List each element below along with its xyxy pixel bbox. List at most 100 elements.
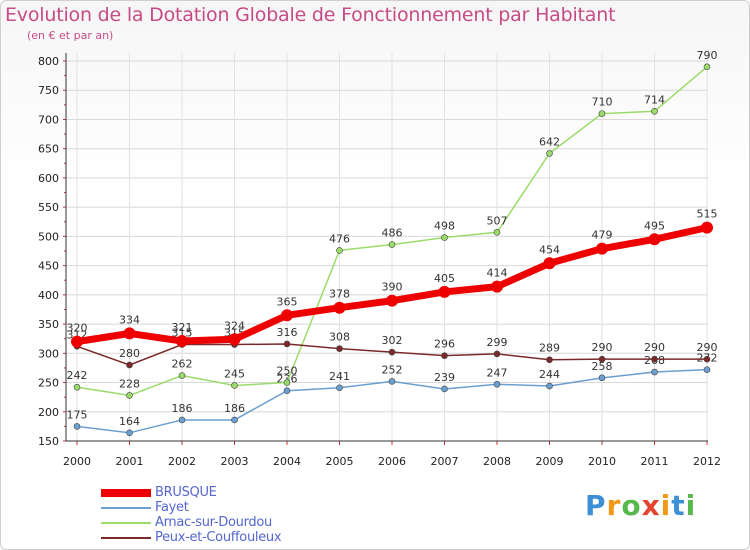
data-point xyxy=(651,368,658,376)
data-label: 244 xyxy=(539,368,560,381)
data-label: 378 xyxy=(329,288,350,301)
data-label: 252 xyxy=(382,363,403,376)
y-tick-label: 150 xyxy=(38,435,59,448)
data-point xyxy=(546,382,553,390)
data-point xyxy=(441,385,448,393)
data-label: 299 xyxy=(487,336,508,349)
data-point xyxy=(73,383,81,391)
data-label: 290 xyxy=(644,341,665,354)
data-point xyxy=(71,335,83,348)
data-label: 515 xyxy=(697,208,718,221)
data-label: 642 xyxy=(539,135,560,148)
data-point xyxy=(438,285,451,298)
data-point xyxy=(651,107,658,115)
data-label: 507 xyxy=(487,214,508,227)
y-tick-label: 350 xyxy=(38,318,59,331)
x-tick-label: 2009 xyxy=(536,455,564,468)
data-label: 164 xyxy=(119,415,140,428)
legend-swatch xyxy=(101,489,151,497)
data-label: 365 xyxy=(277,295,298,308)
data-point xyxy=(123,327,136,340)
x-tick-label: 2011 xyxy=(641,455,669,468)
x-tick-label: 2008 xyxy=(483,455,511,468)
data-point xyxy=(126,429,133,437)
data-label: 296 xyxy=(434,338,455,351)
data-point xyxy=(493,380,501,388)
y-tick-label: 550 xyxy=(38,201,59,214)
data-point xyxy=(283,340,291,348)
data-label: 241 xyxy=(329,370,350,383)
data-label: 316 xyxy=(277,326,298,339)
y-tick-label: 450 xyxy=(38,260,59,273)
data-point xyxy=(493,350,501,358)
data-label: 405 xyxy=(434,272,455,285)
legend-swatch xyxy=(101,537,151,539)
data-label: 486 xyxy=(382,227,403,240)
x-tick-label: 2002 xyxy=(168,455,196,468)
data-point xyxy=(651,355,658,363)
data-point xyxy=(283,379,291,386)
data-label: 186 xyxy=(224,402,245,415)
data-label: 321 xyxy=(172,321,193,334)
x-tick-label: 2000 xyxy=(63,455,91,468)
y-tick-label: 650 xyxy=(38,143,59,156)
data-point xyxy=(176,335,188,348)
data-label: 239 xyxy=(434,371,455,384)
data-label: 714 xyxy=(644,93,665,106)
series-arnac-sur-dourdou: 242 228 262 245 250 476 486 498 507 642 710 714 790 xyxy=(67,49,718,399)
data-point xyxy=(386,294,398,307)
y-tick-label: 700 xyxy=(38,113,59,126)
data-point xyxy=(336,384,343,392)
data-label: 262 xyxy=(172,358,193,371)
data-point xyxy=(596,242,608,255)
data-point xyxy=(388,348,396,356)
data-label: 302 xyxy=(382,334,403,347)
y-tick-label: 500 xyxy=(38,230,59,243)
logo-letter: r xyxy=(606,489,622,522)
data-point xyxy=(598,355,606,363)
data-label: 498 xyxy=(434,220,455,233)
logo-letter: x xyxy=(641,489,661,522)
y-tick-label: 250 xyxy=(38,377,59,390)
legend-label: Fayet xyxy=(155,500,189,515)
data-label: 186 xyxy=(172,402,193,415)
logo-letter: P xyxy=(585,489,607,522)
data-point xyxy=(648,233,661,246)
data-point xyxy=(703,63,711,71)
x-tick-label: 2003 xyxy=(221,455,249,468)
legend-label: Arnac-sur-Dourdou xyxy=(155,515,272,530)
data-point xyxy=(441,234,448,241)
logo-letter: i xyxy=(660,489,672,522)
data-label: 710 xyxy=(592,96,613,109)
data-point xyxy=(231,416,238,424)
y-tick-label: 750 xyxy=(38,84,59,97)
data-point xyxy=(178,416,186,424)
data-point xyxy=(228,333,241,346)
data-point xyxy=(178,372,186,379)
data-point xyxy=(701,221,713,234)
data-point xyxy=(126,392,133,399)
data-point xyxy=(703,366,711,373)
x-tick-label: 2006 xyxy=(378,455,406,468)
legend-swatch xyxy=(101,522,151,524)
data-label: 228 xyxy=(119,377,140,390)
legend-swatch xyxy=(101,507,151,509)
data-label: 308 xyxy=(329,331,350,344)
x-tick-label: 2004 xyxy=(273,455,301,468)
data-point xyxy=(73,423,81,430)
data-label: 334 xyxy=(119,313,140,326)
x-tick-label: 2001 xyxy=(116,455,144,468)
data-label: 479 xyxy=(592,229,613,242)
data-point xyxy=(703,355,711,363)
data-label: 414 xyxy=(487,267,508,280)
y-tick-label: 300 xyxy=(38,347,59,360)
data-point xyxy=(598,110,606,117)
data-point xyxy=(388,378,396,385)
data-label: 289 xyxy=(539,342,560,355)
data-label: 280 xyxy=(119,347,140,360)
logo-letter: i xyxy=(685,489,697,522)
data-point xyxy=(546,356,553,364)
data-point xyxy=(336,247,343,254)
